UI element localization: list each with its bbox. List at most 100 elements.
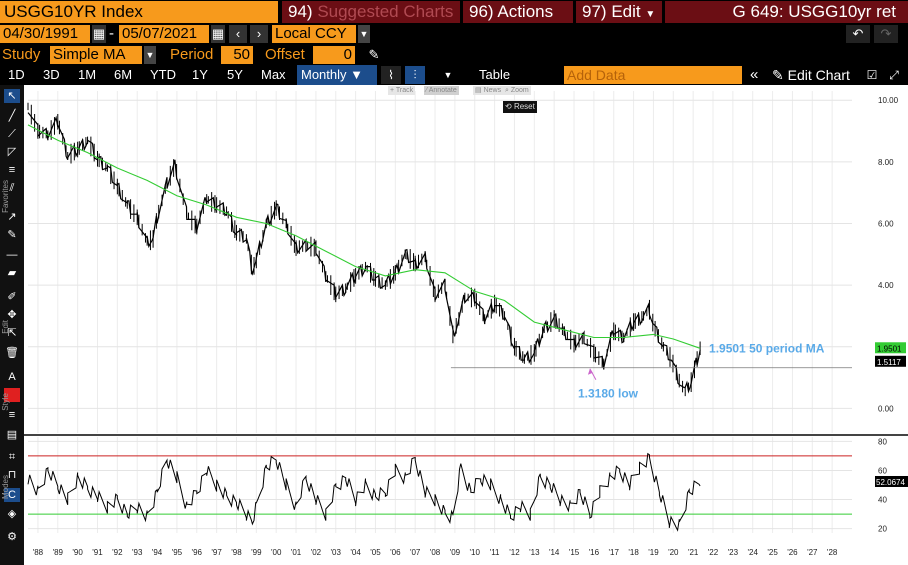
x-tick-label: '88 [33,548,44,557]
rsi-value-label: 52.0674 [876,478,905,487]
table-button[interactable]: Table [479,67,511,82]
end-date-input[interactable]: 05/07/2021 [119,25,209,43]
shape-icon[interactable]: ◸ [7,146,17,158]
collapse-left-icon[interactable]: « [750,66,759,83]
x-tick-label: '26 [787,548,798,557]
x-tick-label: '03 [331,548,342,557]
moving-average-line [27,124,701,349]
bar-chart-icon[interactable]: ⫶ [405,66,425,84]
magnet-icon[interactable]: ⊓ [7,469,17,481]
offset-input[interactable]: 0 [313,46,355,64]
currency-select[interactable]: Local CCY [272,25,356,43]
y-tick-label: 6.00 [878,219,894,228]
draw-pen-icon[interactable]: ✐ [7,291,17,303]
modes-label: Modes [1,475,10,500]
chevron-down-icon[interactable]: ▼ [144,46,156,64]
track-button[interactable]: + Track [388,86,416,95]
range-max[interactable]: Max [261,67,286,82]
range-6m[interactable]: 6M [114,67,133,82]
text-tool-icon[interactable]: A [8,371,16,383]
x-tick-label: '95 [172,548,183,557]
x-tick-label: '92 [112,548,123,557]
draw-line-icon[interactable]: ╱ [8,110,16,122]
x-tick-label: '17 [609,548,620,557]
low-annotation: 1.3180 low [578,387,639,401]
x-tick-label: '24 [748,548,759,557]
suggested-num: 94) [288,2,313,21]
next-period-button[interactable]: › [250,25,268,43]
range-1y[interactable]: 1Y [192,67,208,82]
settings-icon[interactable]: ☑ [862,66,882,84]
offset-label: Offset [265,46,305,63]
prev-period-button[interactable]: ‹ [229,25,247,43]
frequency-select[interactable]: Monthly ▼ [297,65,377,85]
palette-icon[interactable]: ◈ [7,508,17,520]
trash-icon[interactable]: 🗑 [5,347,19,359]
expand-icon[interactable]: ⤢ [884,66,904,84]
horizontal-line-icon[interactable]: — [6,249,18,261]
news-button[interactable]: ▤ News [473,86,504,95]
frequency-value: Monthly [301,67,347,82]
study-select[interactable]: Simple MA [50,46,142,64]
x-tick-label: '23 [728,548,739,557]
x-tick-label: '94 [152,548,163,557]
range-5y[interactable]: 5Y [227,67,243,82]
reset-button[interactable]: ⟲ Reset [503,101,537,113]
x-tick-label: '20 [668,548,679,557]
range-3d[interactable]: 3D [43,67,60,82]
color-swatch-icon[interactable] [4,388,20,402]
arrow-tool-icon[interactable]: ↗ [7,211,17,223]
crosshair-icon[interactable]: ⌗ [8,451,16,463]
rsi-plot-bg [28,437,852,533]
x-tick-label: '01 [291,548,302,557]
last-price-box [875,355,906,367]
move-icon[interactable]: ✥ [7,309,17,321]
pen-tool-icon[interactable]: ✎ [7,229,17,241]
chart-code-label: G 649: USGG10yr ret [732,2,896,21]
zoom-button[interactable]: ⌕ Zoom [503,86,531,95]
chevron-down-icon[interactable]: ▼ [438,66,458,84]
redo-icon[interactable]: ↷ [874,25,898,43]
gear-icon[interactable]: ⚙ [7,531,17,543]
channel-icon[interactable]: ⫽ [9,182,15,194]
range-1m[interactable]: 1M [78,67,97,82]
line-style-icon[interactable]: ≡ [8,409,16,421]
chart-code: G 649: USGG10yr ret [665,1,908,23]
fibonacci-icon[interactable]: ≡ [8,164,16,176]
x-tick-label: '19 [648,548,659,557]
range-1d[interactable]: 1D [8,67,25,82]
line-chart-icon[interactable]: ⌇ [381,66,401,84]
x-tick-label: '11 [490,548,500,557]
area-tool-icon[interactable]: ▰ [7,267,17,279]
ticker-field[interactable]: USGG10YR Index [0,1,278,23]
ruler-icon[interactable]: ⟋ [8,128,16,140]
period-input[interactable]: 50 [221,46,253,64]
undo-icon[interactable]: ↶ [846,25,870,43]
edit-chart-button[interactable]: ✎ Edit Chart [772,65,850,85]
chevron-down-icon: ▼ [645,9,656,20]
range-ytd[interactable]: YTD [150,67,176,82]
chart-svg[interactable]: '88 '89 '90 '91 '92 '93 '94 '95 '96 '97 '98 '99 '00 '… [24,85,908,565]
line-width-icon[interactable]: ▤ [6,429,18,441]
chevron-down-icon[interactable]: ▼ [358,25,370,43]
x-tick-label: '96 [192,548,203,557]
pencil-icon[interactable]: ✎ [365,46,383,64]
calendar-icon[interactable]: ▦ [211,25,225,43]
y-tick-label: 8.00 [878,158,894,167]
calendar-icon[interactable]: ▦ [92,25,106,43]
suggested-charts-button[interactable]: 94) Suggested Charts [282,1,460,23]
select-icon[interactable]: ⇱ [7,327,17,339]
end-date-value: 05/07/2021 [122,25,198,42]
chart-area[interactable]: '88 '89 '90 '91 '92 '93 '94 '95 '96 '97 '98 '99 '00 '… [24,85,908,565]
add-data-input[interactable]: Add Data [564,66,742,84]
x-tick-label: '00 [271,548,282,557]
annotate-button[interactable]: ⁄ Annotate [424,86,459,95]
start-date-input[interactable]: 04/30/1991 [0,25,90,43]
edit-label-side: Edit [1,320,10,334]
rsi-series-line [27,452,701,532]
actions-menu[interactable]: 96) Actions ▼ [463,1,573,42]
edit-menu[interactable]: 97) Edit ▼ [576,1,662,23]
x-tick-label: '97 [211,548,222,557]
pointer-icon[interactable]: ↖ [4,89,20,103]
snap-icon[interactable]: C [4,488,20,502]
